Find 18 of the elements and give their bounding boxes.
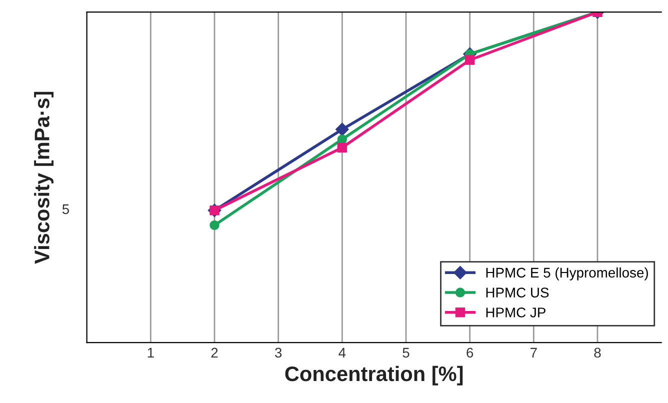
x-tick-label: 8 bbox=[594, 348, 601, 358]
x-axis-title: Concentration [%] bbox=[285, 366, 463, 386]
point bbox=[336, 122, 349, 136]
point bbox=[464, 55, 475, 65]
text: 5 bbox=[62, 204, 70, 214]
x-tick-label: 6 bbox=[466, 348, 474, 358]
x-tick-label: 2 bbox=[211, 348, 218, 358]
point bbox=[210, 220, 220, 230]
x-tick-label: 3 bbox=[275, 348, 282, 358]
x-tick-label: 4 bbox=[338, 348, 346, 358]
point bbox=[337, 142, 348, 152]
x-tick-label: 5 bbox=[402, 348, 410, 358]
x-tick-label: 7 bbox=[530, 348, 537, 358]
legend-label: HPMC E 5 (Hypromellose) bbox=[486, 267, 648, 280]
x-tick-label: 1 bbox=[148, 348, 154, 358]
legend-label: HPMC US bbox=[486, 288, 549, 298]
y-axis-title: Viscosity [mPa·s] bbox=[34, 92, 54, 264]
legend-label: HPMC JP bbox=[486, 308, 546, 318]
